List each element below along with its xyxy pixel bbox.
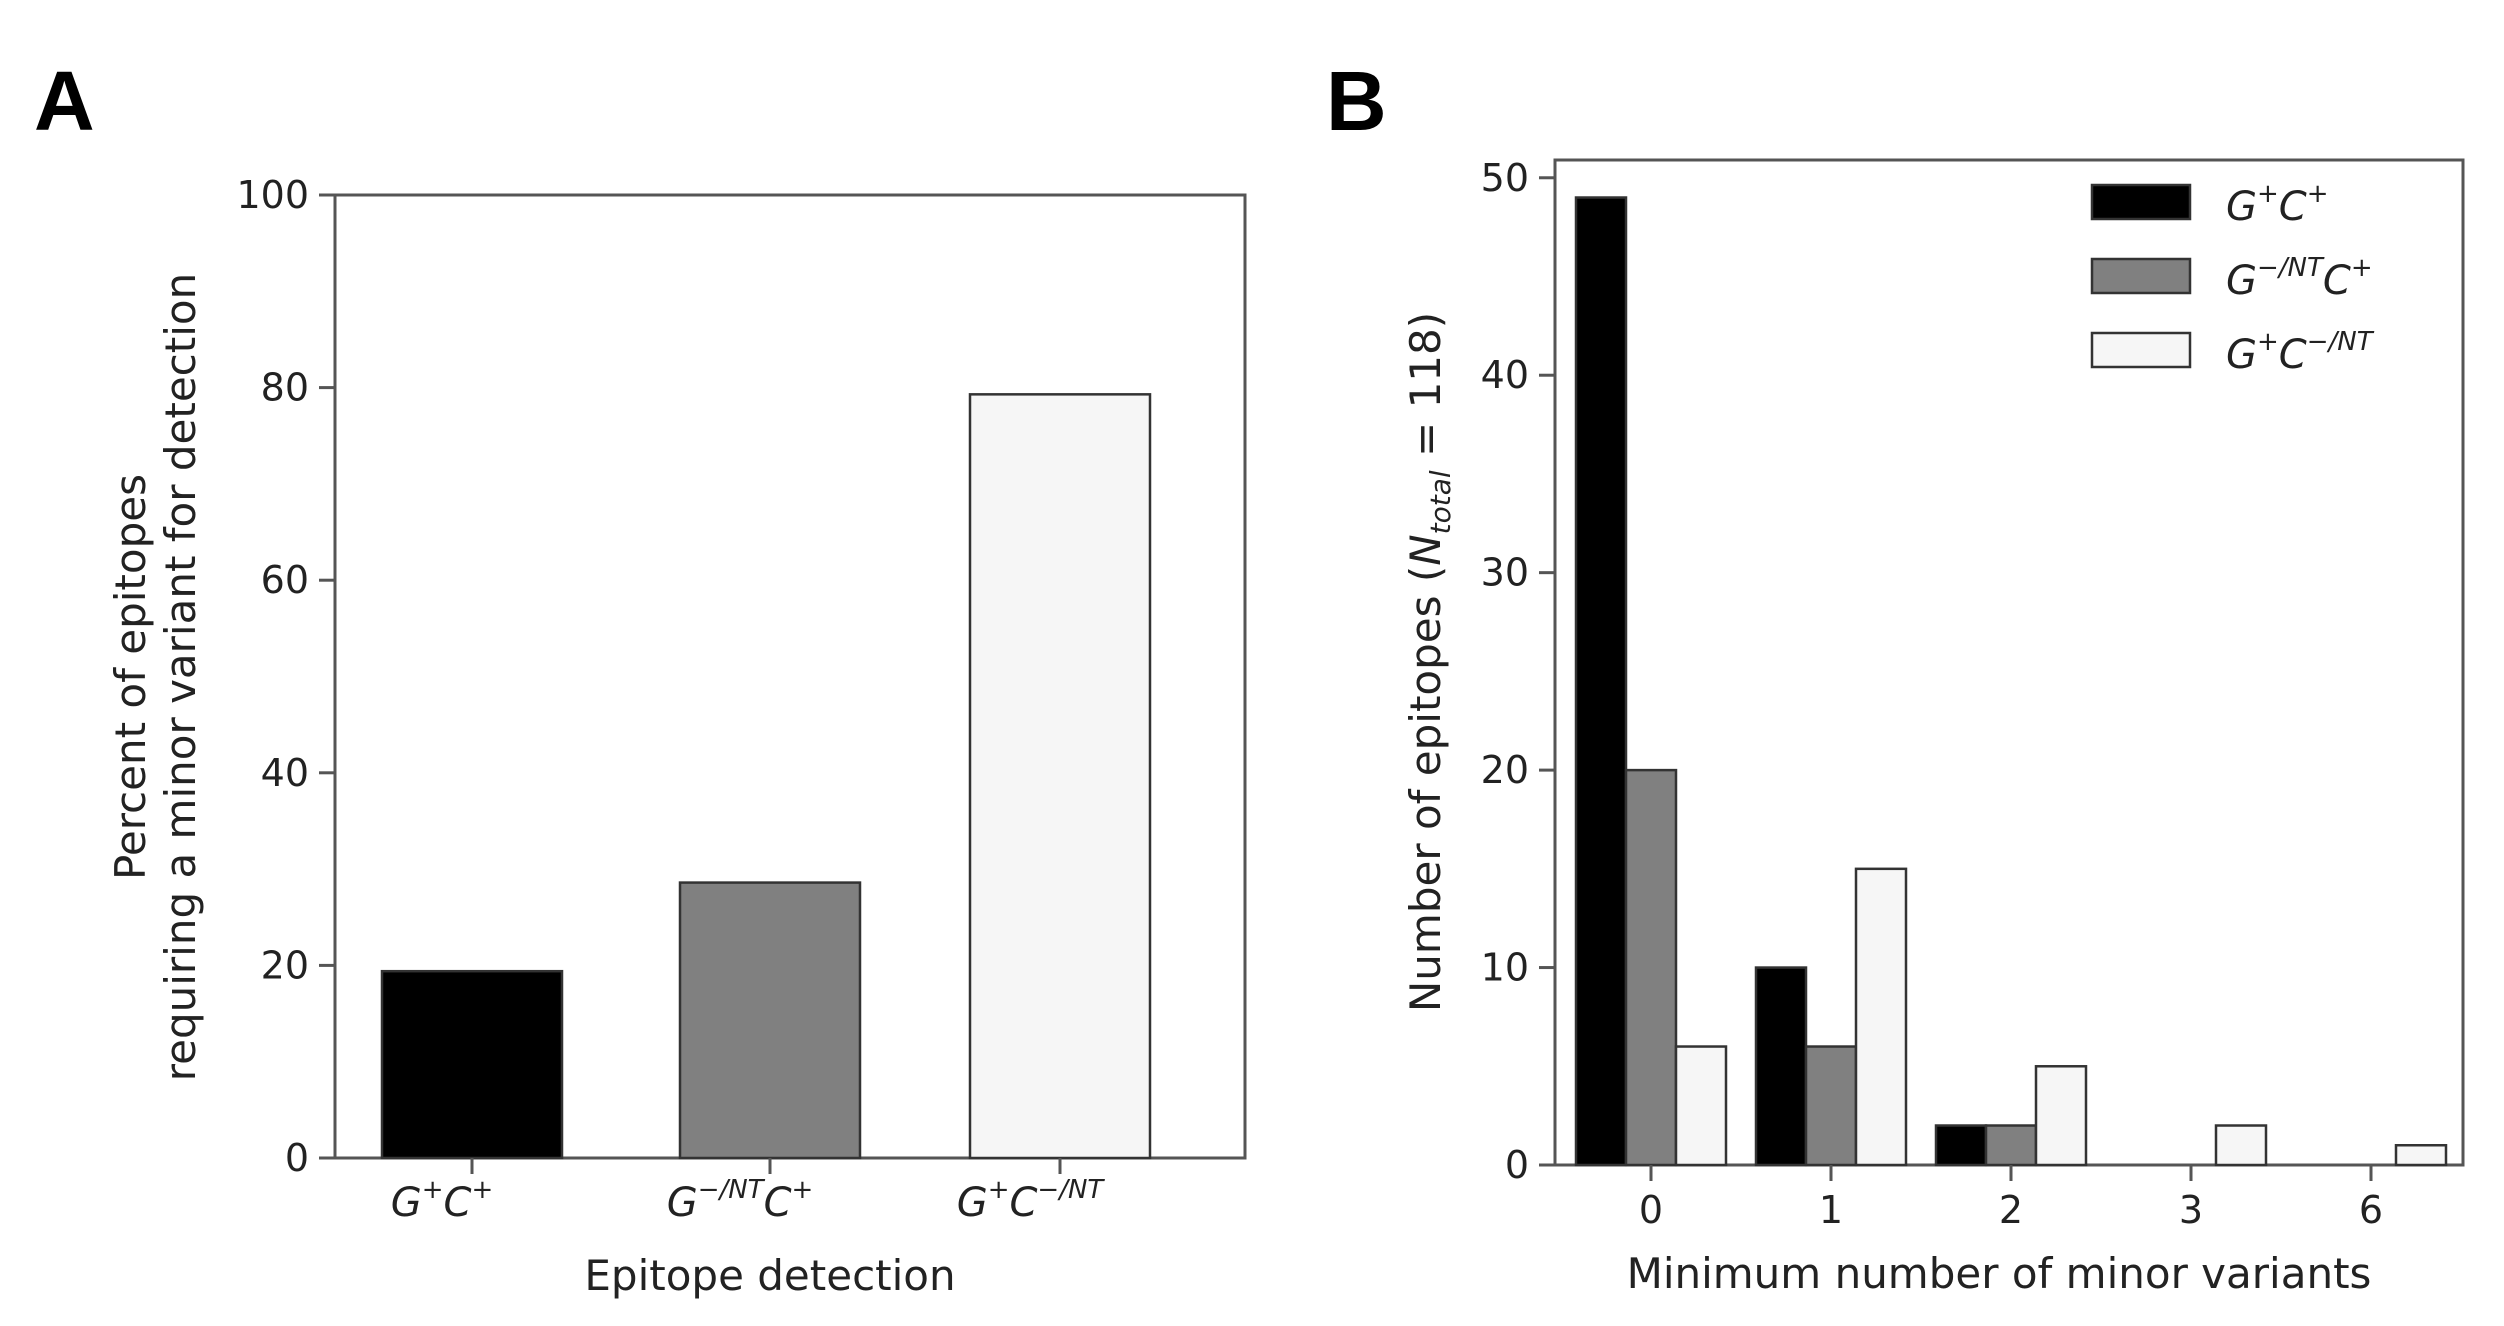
x-tick-label-b: 6 [2359, 1188, 2383, 1232]
legend-label-2: G+C−/NT [2226, 327, 2375, 378]
y-tick-label-a: 60 [261, 558, 309, 602]
y-tick-label-a: 80 [261, 366, 309, 410]
y-tick-label-b: 40 [1481, 353, 1529, 397]
bar-b-2-0 [1934, 1124, 1988, 1167]
panel-letter-b: B [1326, 54, 1387, 148]
bar-a-1 [678, 881, 862, 1160]
y-tick-label-b: 50 [1481, 156, 1529, 200]
x-tick-label-a: G−/NTC+ [667, 1175, 814, 1226]
chart-b: 0 10 20 30 40 50 0 1 2 3 6 Minimum number of minor … [1401, 156, 2465, 1298]
bar-b-0-1 [1624, 768, 1678, 1167]
legend-swatch-2 [2090, 331, 2192, 369]
x-axis-title-b: Minimum number of minor variants [1627, 1249, 2372, 1298]
bar-b-2-2 [2034, 1065, 2088, 1167]
x-tick-label-b: 1 [1819, 1188, 1843, 1232]
panel-letter-a: A [34, 54, 95, 148]
y-tick-label-b: 0 [1505, 1143, 1529, 1187]
bar-b-4-2 [2394, 1144, 2448, 1167]
x-tick-label-b: 3 [2179, 1188, 2203, 1232]
legend-swatch-0 [2090, 183, 2192, 221]
plot-frame-b [1553, 158, 2465, 1167]
legend-label-1: G−/NTC+ [2226, 253, 2373, 304]
x-tick-label-a: G+C+ [391, 1175, 494, 1226]
bar-b-2-1 [1984, 1124, 2038, 1167]
y-axis-title-b: Number of epitopes (Ntotal = 118) [1401, 312, 1457, 1012]
bar-b-3-2 [2214, 1124, 2268, 1167]
y-tick-label-a: 100 [236, 173, 309, 217]
y-tick-label-a: 20 [261, 943, 309, 987]
legend-swatch-1 [2090, 257, 2192, 295]
legend-b: G+C+ G−/NTC+ G+C−/NT [2090, 179, 2375, 378]
legend-label-0: G+C+ [2226, 179, 2329, 230]
y-tick-label-b: 20 [1481, 748, 1529, 792]
y-tick-label-a: 40 [261, 751, 309, 795]
y-tick-label-b: 30 [1481, 551, 1529, 595]
bar-a-2 [968, 393, 1152, 1160]
bar-b-1-1 [1804, 1045, 1858, 1167]
x-tick-label-a: G+C−/NT [957, 1175, 1106, 1226]
y-tick-label-a: 0 [285, 1136, 309, 1180]
bar-b-0-2 [1674, 1045, 1728, 1167]
bar-b-0-0 [1574, 196, 1628, 1167]
bar-a-0 [380, 969, 564, 1160]
x-axis-title-a: Epitope detection [584, 1251, 955, 1300]
x-tick-label-b: 0 [1639, 1188, 1663, 1232]
y-axis-title-a: Percent of epitopesrequiring a minor var… [106, 273, 205, 1081]
y-tick-label-b: 10 [1481, 946, 1529, 990]
x-tick-label-b: 2 [1999, 1188, 2023, 1232]
bar-b-1-0 [1754, 966, 1808, 1167]
bar-b-1-2 [1854, 867, 1908, 1167]
